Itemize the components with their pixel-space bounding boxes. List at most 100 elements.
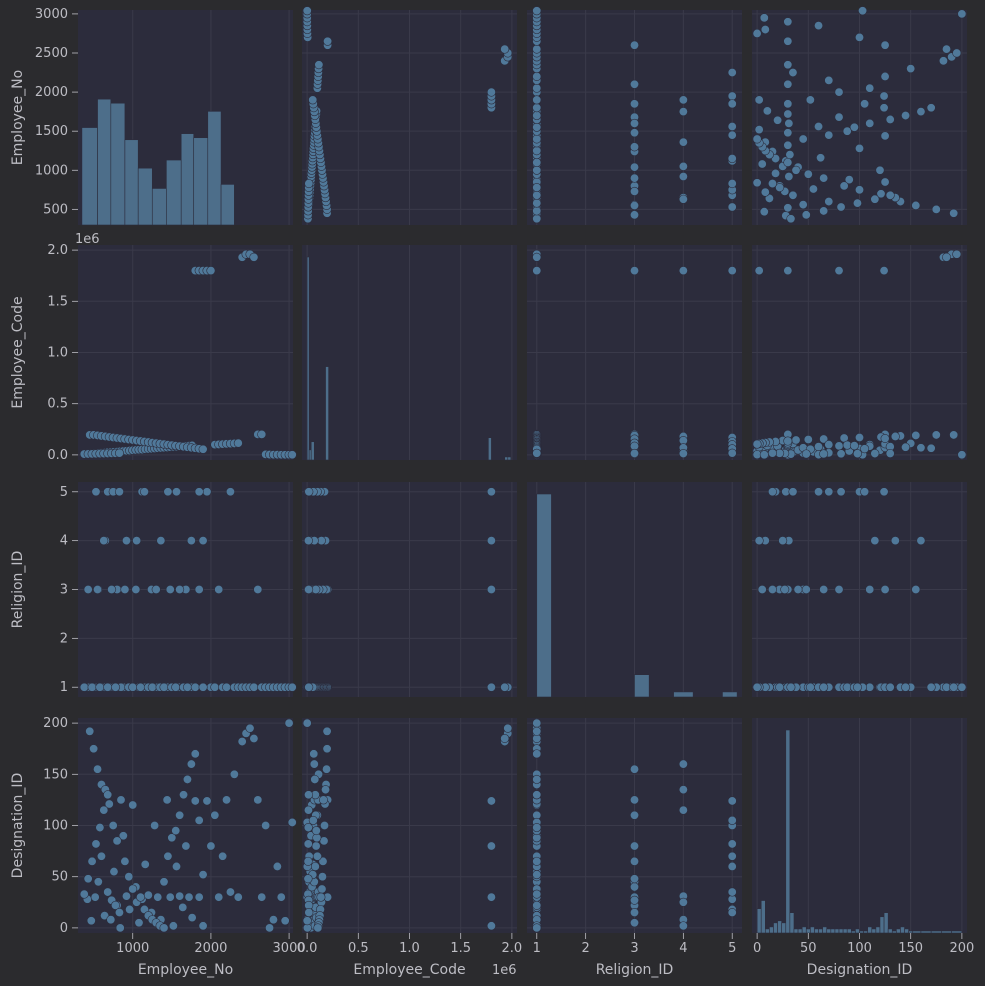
scatter-point <box>771 168 781 178</box>
scatter-point <box>783 203 793 213</box>
scatter-point <box>257 429 267 439</box>
scatter-point <box>214 584 224 594</box>
scatter-point <box>629 128 639 138</box>
scatter-point <box>678 785 688 795</box>
scatter-point <box>303 856 313 866</box>
y-tick-label: 50 <box>51 870 68 885</box>
scatter-point <box>786 682 796 692</box>
scatter-point <box>839 181 849 191</box>
scatter-point <box>629 448 639 458</box>
scatter-point <box>890 431 900 441</box>
histogram-bar <box>673 691 694 698</box>
histogram-bar <box>900 926 905 934</box>
scatter-point <box>118 831 128 841</box>
scatter-point <box>926 682 936 692</box>
scatter-point <box>775 682 785 692</box>
scatter-point <box>313 923 323 933</box>
scatter-point <box>168 921 178 931</box>
scatter-point <box>788 68 798 78</box>
scatter-point <box>202 487 212 497</box>
panel-Religion_ID-vs-Employee_Code <box>302 482 517 697</box>
scatter-point <box>310 861 320 871</box>
scatter-point <box>819 206 829 216</box>
scatter-point <box>901 111 911 121</box>
scatter-point <box>194 815 204 825</box>
scatter-point <box>132 536 142 546</box>
scatter-point <box>727 68 737 78</box>
histogram-bar <box>220 184 235 226</box>
scatter-point <box>791 165 801 175</box>
scatter-point <box>532 749 542 759</box>
scatter-point <box>194 584 204 594</box>
scatter-point <box>906 64 916 74</box>
scatter-point <box>783 36 793 46</box>
panel-Employee_No-vs-Employee_Code <box>302 6 517 225</box>
scatter-point <box>233 892 243 902</box>
scatter-point <box>309 759 319 769</box>
scatter-point <box>767 179 777 189</box>
scatter-point <box>128 884 138 894</box>
scatter-point <box>99 805 109 815</box>
scatter-point <box>678 921 688 931</box>
scatter-point <box>104 799 114 809</box>
scatter-point <box>318 856 328 866</box>
scatter-point <box>486 682 496 692</box>
histogram-bar <box>760 900 766 934</box>
scatter-point <box>752 439 762 449</box>
scatter-point <box>949 208 959 218</box>
scatter-point <box>870 536 880 546</box>
scatter-point <box>629 882 639 892</box>
scatter-point <box>308 815 318 825</box>
scatter-point <box>834 584 844 594</box>
scatter-point <box>532 122 542 132</box>
scatter-point <box>678 95 688 105</box>
scatter-point <box>323 36 333 46</box>
y-axis-label: Employee_No <box>10 70 26 165</box>
scatter-point <box>865 83 875 93</box>
scatter-point <box>814 487 824 497</box>
scatter-point <box>272 861 282 871</box>
scatter-point <box>629 795 639 805</box>
scatter-point <box>87 856 97 866</box>
scatter-point <box>767 448 777 458</box>
y-tick-label: 5 <box>60 485 68 500</box>
histogram-bar <box>826 928 832 934</box>
scatter-point <box>880 71 890 81</box>
scatter-point <box>79 682 89 692</box>
x-tick-label: 50 <box>800 941 817 956</box>
histogram-bar <box>765 928 770 934</box>
panel-Designation_ID-vs-Designation_ID <box>752 718 967 934</box>
scatter-point <box>752 134 762 144</box>
scatter-point <box>879 91 889 101</box>
scatter-point <box>210 682 220 692</box>
scatter-point <box>136 892 146 902</box>
histogram-bar <box>325 366 329 461</box>
scatter-point <box>752 28 762 38</box>
scatter-point <box>629 856 639 866</box>
scatter-point <box>309 749 319 759</box>
y-tick-label: 2.0 <box>47 243 68 258</box>
scatter-point <box>727 887 737 897</box>
scatter-point <box>824 197 834 207</box>
scatter-point <box>486 536 496 546</box>
x-tick-label: 0 <box>753 941 761 956</box>
scatter-point <box>486 87 496 97</box>
scatter-point <box>532 165 542 175</box>
scatter-point <box>952 249 962 259</box>
scatter-point <box>532 870 542 880</box>
panel-Employee_No-vs-Religion_ID <box>527 6 742 225</box>
scatter-point <box>222 795 232 805</box>
scatter-point <box>310 774 320 784</box>
scatter-point <box>801 584 811 594</box>
scatter-point <box>819 584 829 594</box>
panel-Employee_Code-vs-Employee_Code <box>302 245 517 461</box>
histogram-bar <box>81 127 98 226</box>
scatter-point <box>834 112 844 122</box>
scatter-point <box>229 769 239 779</box>
scatter-point <box>629 210 639 220</box>
scatter-point <box>532 44 542 54</box>
scatter-point <box>727 839 737 849</box>
y-tick-label: 2500 <box>35 46 68 61</box>
scatter-point <box>128 800 138 810</box>
